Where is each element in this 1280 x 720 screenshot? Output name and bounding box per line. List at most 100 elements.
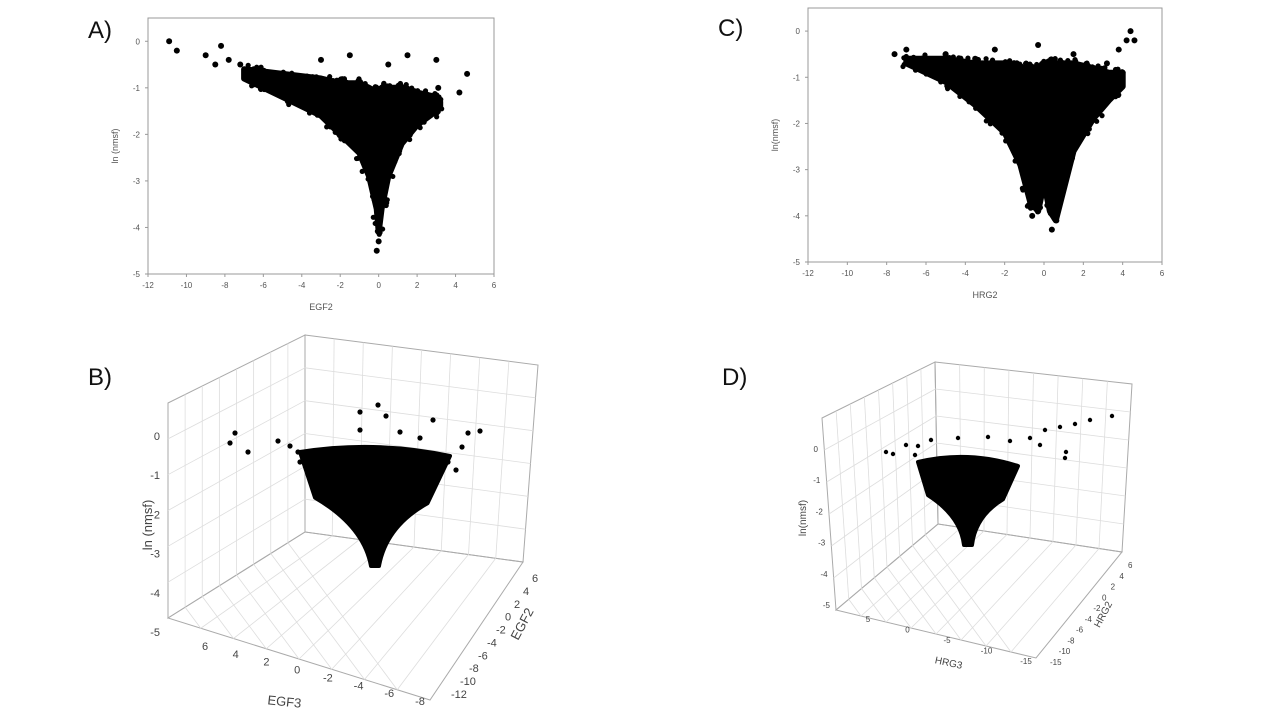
scatter-point — [436, 94, 442, 100]
scatter-point — [987, 121, 993, 127]
scatter-point — [357, 409, 363, 415]
x-tick-label: -4 — [962, 269, 970, 278]
scatter-point — [340, 132, 346, 138]
scatter-point — [1005, 59, 1011, 65]
scatter-point — [1018, 163, 1024, 169]
gridline — [899, 556, 962, 641]
gridline — [906, 375, 913, 546]
scatter-point — [1114, 66, 1120, 73]
scatter-point — [1065, 58, 1071, 64]
y-tick-label: -5 — [793, 258, 801, 267]
scatter-point — [464, 70, 471, 77]
scatter-point — [425, 91, 431, 98]
panel-label-d: D) — [722, 364, 747, 391]
scatter-point — [1089, 64, 1095, 70]
scatter-point — [1028, 205, 1035, 211]
x-tick-label: -10 — [842, 269, 854, 278]
scatter-point — [397, 429, 403, 435]
x-tick-label: -12 — [142, 281, 154, 290]
scatter-point — [421, 119, 427, 125]
scatter-point — [1035, 41, 1042, 48]
scatter-point — [1035, 209, 1041, 215]
scatter-point — [1112, 94, 1119, 100]
scatter-point — [280, 69, 286, 75]
scatter-point — [306, 110, 313, 116]
scatter-point — [353, 155, 360, 162]
y-tick-label: 4 — [523, 586, 529, 598]
scatter-point — [415, 88, 421, 94]
gridline — [849, 403, 862, 589]
scatter-point — [956, 55, 962, 61]
scatter-point — [318, 56, 324, 63]
scatter-point — [957, 90, 963, 96]
gridline — [863, 396, 875, 578]
scatter-point — [330, 78, 336, 84]
scatter-point — [379, 226, 386, 232]
scatter-point — [942, 51, 948, 57]
scatter-point — [1062, 455, 1068, 461]
scatter-point — [374, 217, 381, 223]
scatter-point — [364, 163, 370, 169]
scatter-point — [292, 72, 298, 78]
scatter-point — [1029, 212, 1036, 219]
scatter-point — [385, 61, 392, 68]
scatter-point — [376, 204, 382, 210]
x-tick-label: -10 — [981, 647, 993, 656]
y-tick-label: 0 — [796, 27, 801, 36]
scatter-point — [1056, 192, 1062, 198]
plot-frame-c — [807, 7, 1163, 263]
scatter-point — [1069, 155, 1075, 161]
y-axis-label-c: ln(nmsf) — [770, 119, 780, 152]
scatter-point — [1057, 424, 1063, 430]
scatter-point — [1027, 61, 1033, 67]
gridline — [287, 542, 398, 690]
scatter-point — [1042, 190, 1048, 196]
z-tick-label: -1 — [150, 470, 160, 482]
scatter-point — [202, 52, 209, 59]
scatter-point — [173, 47, 180, 54]
scatter-point — [261, 67, 267, 73]
scatter-point — [910, 54, 917, 60]
scatter-point — [928, 437, 934, 443]
scatter-point — [1084, 63, 1090, 69]
gridline — [835, 410, 850, 600]
x-tick-label: -2 — [323, 672, 333, 684]
scatter-point — [1017, 61, 1023, 67]
scatter-point — [410, 124, 416, 130]
scatter-point — [406, 87, 412, 93]
scatter-point — [1045, 196, 1051, 202]
scatter-point — [922, 52, 928, 58]
scatter-point — [373, 247, 380, 254]
scatter-point — [369, 193, 376, 199]
scatter-point — [1101, 65, 1107, 71]
gridline — [364, 554, 469, 680]
scatter-point — [901, 55, 907, 61]
scatter-point — [435, 84, 442, 91]
y-tick-label: -4 — [487, 637, 497, 649]
scatter-point — [1003, 138, 1009, 144]
scatter-point — [1024, 203, 1031, 209]
x-tick-label: -12 — [802, 269, 814, 278]
y-tick-label: -6 — [1076, 626, 1084, 635]
gridline — [1075, 378, 1084, 546]
scatter-point — [375, 227, 381, 233]
scatter-point — [364, 84, 370, 90]
gridline — [331, 550, 442, 670]
scatter-point — [1087, 417, 1093, 423]
panel-label-b: B) — [88, 364, 112, 391]
y-tick-label: -3 — [793, 166, 801, 175]
scatter-point — [1123, 37, 1130, 44]
scatter-point — [991, 46, 998, 53]
scatter-point — [357, 78, 363, 85]
scatter-point — [1099, 113, 1105, 119]
y-tick-label: -8 — [469, 663, 479, 675]
scatter-point — [232, 430, 238, 436]
scatter-point — [919, 55, 925, 61]
x-tick-label: 0 — [1042, 269, 1047, 278]
y-tick-label: 0 — [505, 612, 511, 624]
y-tick-label: -10 — [460, 676, 476, 688]
x-tick-label: 2 — [1081, 269, 1086, 278]
gridline — [298, 546, 415, 660]
gridline — [873, 577, 912, 629]
scatter-point — [989, 57, 996, 63]
